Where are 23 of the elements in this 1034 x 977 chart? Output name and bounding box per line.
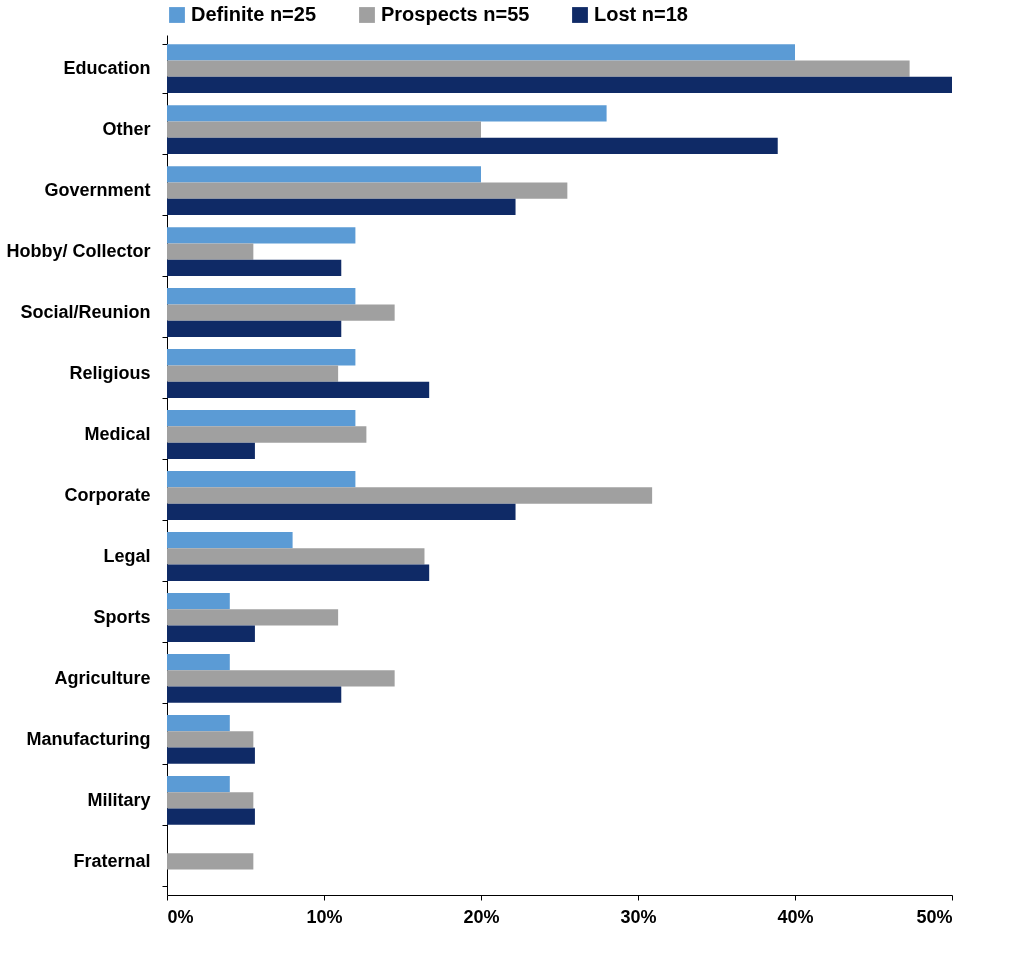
legend-label: Definite n=25	[191, 3, 317, 25]
y-tick-label: Social/Reunion	[20, 302, 151, 323]
y-tick-label: Other	[102, 119, 151, 140]
x-tick-label: 20%	[463, 906, 500, 927]
x-tick-label: 40%	[777, 906, 814, 927]
x-tick-label: 10%	[306, 906, 343, 927]
x-tick-label: 30%	[620, 906, 657, 927]
x-tick-label: 50%	[916, 906, 953, 927]
y-tick-label: Medical	[84, 424, 151, 444]
legend-label: Prospects n=55	[381, 3, 530, 25]
y-tick-label: Government	[44, 180, 151, 201]
y-tick-label: Sports	[93, 606, 151, 627]
y-tick-label: Religious	[69, 363, 151, 384]
x-tick-label: 0%	[167, 906, 194, 927]
y-tick-label: Education	[63, 58, 151, 79]
y-tick-label: Fraternal	[73, 850, 151, 871]
y-tick-label: Corporate	[64, 485, 151, 505]
y-tick-label: Hobby/ Collector	[6, 241, 151, 262]
legend-label: Lost n=18	[594, 3, 688, 25]
y-tick-label: Agriculture	[54, 667, 151, 688]
y-tick-label: Legal	[103, 545, 151, 566]
y-tick-label: Manufacturing	[26, 728, 151, 749]
y-tick-label: Military	[87, 789, 151, 810]
